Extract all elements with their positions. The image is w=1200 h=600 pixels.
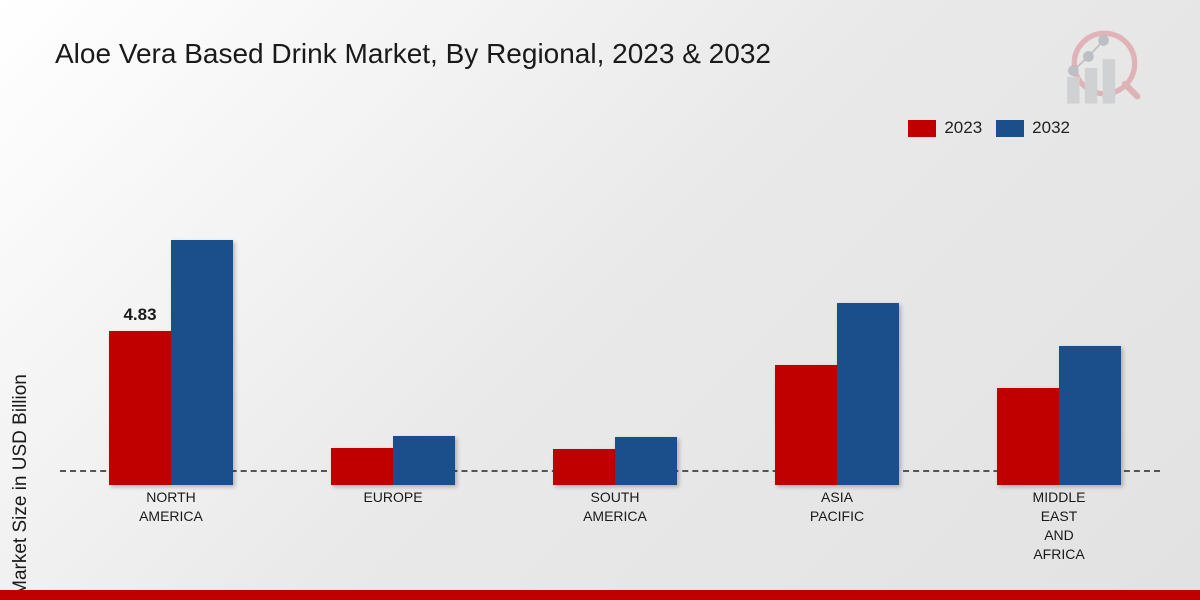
- category-label-asia-pacific: ASIA PACIFIC: [772, 488, 902, 564]
- legend-swatch-2032: [996, 120, 1024, 137]
- bar-group-north-america: 4.83: [109, 195, 233, 485]
- legend-label-2023: 2023: [944, 118, 982, 138]
- category-label-middle-east-africa: MIDDLE EAST AND AFRICA: [994, 488, 1124, 564]
- legend-item-2032: 2032: [996, 118, 1070, 138]
- legend-item-2023: 2023: [908, 118, 982, 138]
- bar-2023-europe[interactable]: [331, 448, 393, 485]
- bar-2023-asia-pacific[interactable]: [775, 365, 837, 485]
- bar-2023-south-america[interactable]: [553, 449, 615, 485]
- category-labels: NORTH AMERICA EUROPE SOUTH AMERICA ASIA PAC…: [60, 488, 1170, 564]
- legend-swatch-2023: [908, 120, 936, 137]
- bar-group-middle-east-africa: [997, 195, 1121, 485]
- legend-label-2032: 2032: [1032, 118, 1070, 138]
- bar-group-europe: [331, 195, 455, 485]
- bar-2023-middle-east-africa[interactable]: [997, 388, 1059, 485]
- chart-title: Aloe Vera Based Drink Market, By Regiona…: [55, 38, 771, 70]
- bar-group-south-america: [553, 195, 677, 485]
- category-label-europe: EUROPE: [328, 488, 458, 564]
- bar-value-2023-north-america: 4.83: [123, 305, 156, 325]
- bar-group-asia-pacific: [775, 195, 899, 485]
- bar-2032-asia-pacific[interactable]: [837, 303, 899, 485]
- category-label-north-america: NORTH AMERICA: [106, 488, 236, 564]
- bar-2023-north-america[interactable]: 4.83: [109, 331, 171, 485]
- category-label-south-america: SOUTH AMERICA: [550, 488, 680, 564]
- brand-logo-icon: [1055, 28, 1145, 108]
- bar-2032-north-america[interactable]: [171, 240, 233, 485]
- bar-2032-middle-east-africa[interactable]: [1059, 346, 1121, 485]
- chart-page: Aloe Vera Based Drink Market, By Regiona…: [0, 0, 1200, 600]
- bar-2032-south-america[interactable]: [615, 437, 677, 485]
- bar-groups: 4.83: [60, 195, 1170, 485]
- chart-legend: 2023 2032: [908, 118, 1070, 138]
- bar-2032-europe[interactable]: [393, 436, 455, 485]
- bottom-accent-bar: [0, 590, 1200, 600]
